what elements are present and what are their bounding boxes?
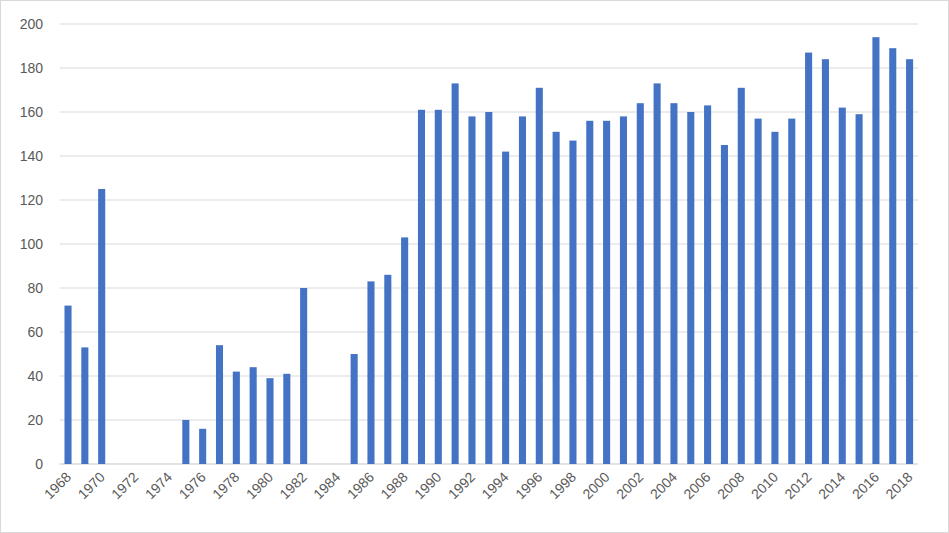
x-tick-label: 1972 bbox=[108, 469, 141, 502]
bar bbox=[654, 83, 661, 464]
bar bbox=[233, 372, 240, 464]
bar bbox=[435, 110, 442, 464]
bar bbox=[266, 378, 273, 464]
bar bbox=[502, 152, 509, 464]
bar bbox=[351, 354, 358, 464]
bar bbox=[300, 288, 307, 464]
y-tick-label: 120 bbox=[20, 192, 44, 208]
y-tick-label: 140 bbox=[20, 148, 44, 164]
bar bbox=[98, 189, 105, 464]
bar bbox=[519, 116, 526, 464]
y-tick-label: 60 bbox=[27, 324, 43, 340]
bar bbox=[755, 119, 762, 464]
bar bbox=[182, 420, 189, 464]
x-tick-label: 2000 bbox=[579, 469, 612, 502]
bar bbox=[620, 116, 627, 464]
y-tick-label: 200 bbox=[20, 16, 44, 32]
bar bbox=[670, 103, 677, 464]
x-tick-label: 1982 bbox=[276, 469, 309, 502]
x-tick-label: 2006 bbox=[680, 469, 713, 502]
bar bbox=[906, 59, 913, 464]
x-tick-label: 1976 bbox=[175, 469, 208, 502]
bar bbox=[805, 53, 812, 464]
x-tick-label: 1970 bbox=[74, 469, 107, 502]
bar bbox=[603, 121, 610, 464]
x-tick-label: 1968 bbox=[41, 469, 74, 502]
bar bbox=[418, 110, 425, 464]
bar bbox=[771, 132, 778, 464]
bar bbox=[199, 429, 206, 464]
x-tick-label: 1986 bbox=[344, 469, 377, 502]
bar bbox=[738, 88, 745, 464]
grid-line bbox=[60, 68, 918, 69]
bar bbox=[401, 237, 408, 464]
chart: 0204060801001201401601802001968197019721… bbox=[0, 0, 949, 533]
bar bbox=[468, 116, 475, 464]
bar bbox=[569, 141, 576, 464]
bar bbox=[839, 108, 846, 464]
x-tick-label: 1978 bbox=[209, 469, 242, 502]
bar bbox=[856, 114, 863, 464]
x-tick-label: 2010 bbox=[748, 469, 781, 502]
bar bbox=[721, 145, 728, 464]
bars bbox=[64, 37, 913, 464]
bar bbox=[64, 306, 71, 464]
bar bbox=[704, 105, 711, 464]
x-tick-label: 1990 bbox=[411, 469, 444, 502]
bar bbox=[485, 112, 492, 464]
x-tick-label: 2016 bbox=[849, 469, 882, 502]
bar bbox=[216, 345, 223, 464]
x-tick-label: 1998 bbox=[546, 469, 579, 502]
y-tick-label: 20 bbox=[27, 412, 43, 428]
bar bbox=[687, 112, 694, 464]
y-tick-label: 40 bbox=[27, 368, 43, 384]
bar bbox=[872, 37, 879, 464]
grid-line bbox=[60, 24, 918, 25]
bar bbox=[586, 121, 593, 464]
y-tick-label: 0 bbox=[35, 456, 43, 472]
chart-frame bbox=[1, 1, 949, 533]
x-tick-label: 1974 bbox=[142, 469, 175, 502]
x-tick-label: 1988 bbox=[377, 469, 410, 502]
bar bbox=[367, 281, 374, 464]
x-tick-label: 1996 bbox=[512, 469, 545, 502]
x-tick-label: 2018 bbox=[882, 469, 915, 502]
bar bbox=[553, 132, 560, 464]
x-tick-label: 1980 bbox=[243, 469, 276, 502]
bar bbox=[889, 48, 896, 464]
x-tick-label: 2004 bbox=[647, 469, 680, 502]
bar bbox=[788, 119, 795, 464]
bar bbox=[81, 347, 88, 464]
y-tick-label: 100 bbox=[20, 236, 44, 252]
y-tick-label: 80 bbox=[27, 280, 43, 296]
bar bbox=[637, 103, 644, 464]
bar bbox=[536, 88, 543, 464]
y-tick-label: 160 bbox=[20, 104, 44, 120]
x-tick-label: 1994 bbox=[478, 469, 511, 502]
x-tick-label: 1984 bbox=[310, 469, 343, 502]
bar bbox=[250, 367, 257, 464]
bar bbox=[452, 83, 459, 464]
x-tick-label: 2012 bbox=[781, 469, 814, 502]
x-tick-label: 2014 bbox=[815, 469, 848, 502]
x-tick-label: 2008 bbox=[714, 469, 747, 502]
bar bbox=[384, 275, 391, 464]
y-tick-label: 180 bbox=[20, 60, 44, 76]
x-tick-label: 2002 bbox=[613, 469, 646, 502]
bar bbox=[822, 59, 829, 464]
bar bbox=[283, 374, 290, 464]
x-tick-label: 1992 bbox=[445, 469, 478, 502]
